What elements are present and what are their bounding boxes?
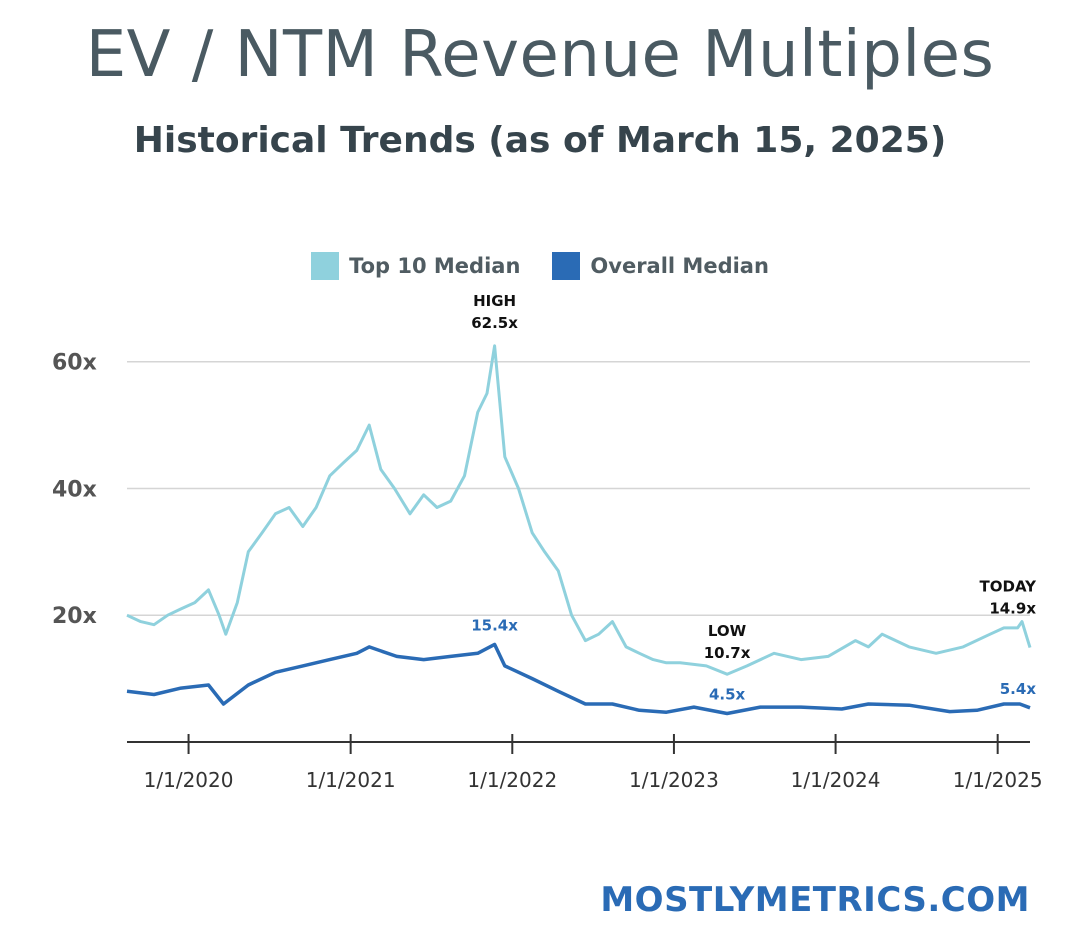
page-title: EV / NTM Revenue Multiples bbox=[85, 18, 995, 92]
annotation-label: LOW bbox=[708, 622, 747, 640]
annotation-label: 15.4x bbox=[471, 616, 518, 634]
annotation-label: 4.5x bbox=[709, 685, 746, 703]
annotation-label: TODAY bbox=[980, 578, 1038, 596]
legend-item-overall[interactable]: Overall Median bbox=[552, 252, 769, 280]
x-tick-label: 1/1/2020 bbox=[144, 768, 234, 792]
annotation-label: 62.5x bbox=[471, 314, 518, 332]
annotation-label: 14.9x bbox=[989, 600, 1036, 618]
legend-swatch-overall bbox=[552, 252, 581, 280]
chart-legend: Top 10 Median Overall Median bbox=[0, 252, 1080, 280]
series-line-overall bbox=[126, 642, 1031, 716]
x-tick-label: 1/1/2021 bbox=[306, 768, 396, 792]
page-subtitle: Historical Trends (as of March 15, 2025) bbox=[133, 120, 947, 161]
y-tick-label: 60x bbox=[52, 351, 97, 376]
brand-footer[interactable]: MOSTLYMETRICS.COM bbox=[600, 880, 1030, 920]
y-tick-label: 20x bbox=[52, 604, 97, 629]
legend-label-top10: Top 10 Median bbox=[349, 254, 521, 278]
legend-swatch-top10 bbox=[311, 252, 340, 280]
legend-item-top10[interactable]: Top 10 Median bbox=[311, 252, 520, 280]
y-tick-label: 40x bbox=[52, 477, 97, 502]
annotation-label: 10.7x bbox=[704, 644, 751, 662]
legend-label-overall: Overall Median bbox=[590, 254, 769, 278]
series-line-top10 bbox=[126, 344, 1032, 676]
annotation-label: HIGH bbox=[473, 292, 516, 310]
annotation-label: 5.4x bbox=[1000, 680, 1037, 698]
x-tick-label: 1/1/2023 bbox=[629, 768, 719, 792]
x-tick-label: 1/1/2025 bbox=[953, 768, 1043, 792]
x-tick-label: 1/1/2024 bbox=[791, 768, 881, 792]
x-tick-label: 1/1/2022 bbox=[467, 768, 557, 792]
